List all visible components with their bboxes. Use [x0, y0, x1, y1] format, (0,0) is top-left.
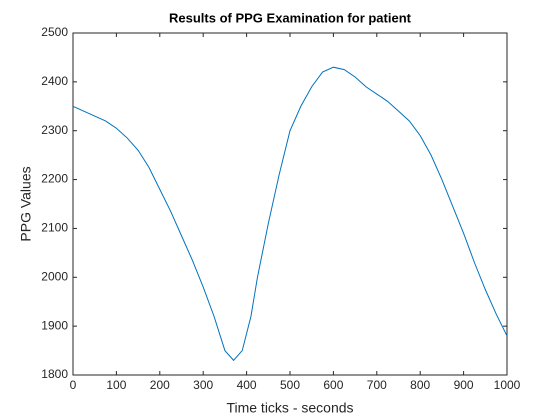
- x-tick-label: 700: [367, 378, 387, 392]
- x-tick-label: 0: [70, 378, 77, 392]
- axes-box: [72, 32, 508, 376]
- y-tick-label: 2200: [41, 172, 68, 186]
- y-tick-label: 2300: [41, 123, 68, 137]
- x-tick-label: 100: [106, 378, 126, 392]
- x-axis-label: Time ticks - seconds: [226, 400, 353, 416]
- x-tick-label: 200: [150, 378, 170, 392]
- x-tick-label: 800: [410, 378, 430, 392]
- x-tick-label: 500: [280, 378, 300, 392]
- chart-title: Results of PPG Examination for patient: [169, 10, 412, 25]
- y-tick-label: 1900: [41, 318, 68, 332]
- y-tick-label: 2000: [41, 269, 68, 283]
- y-tick-label: 2400: [41, 74, 68, 88]
- x-tick-label: 300: [193, 378, 213, 392]
- x-tick-label: 400: [237, 378, 257, 392]
- y-tick-label: 2500: [41, 25, 68, 39]
- y-axis-label: PPG Values: [18, 166, 34, 241]
- data-line: [72, 66, 508, 362]
- x-tick-label: 900: [454, 378, 474, 392]
- x-tick-label: 600: [323, 378, 343, 392]
- y-tick-label: 2100: [41, 221, 68, 235]
- y-tick-label: 1800: [41, 367, 68, 381]
- x-tick-label: 1000: [494, 378, 521, 392]
